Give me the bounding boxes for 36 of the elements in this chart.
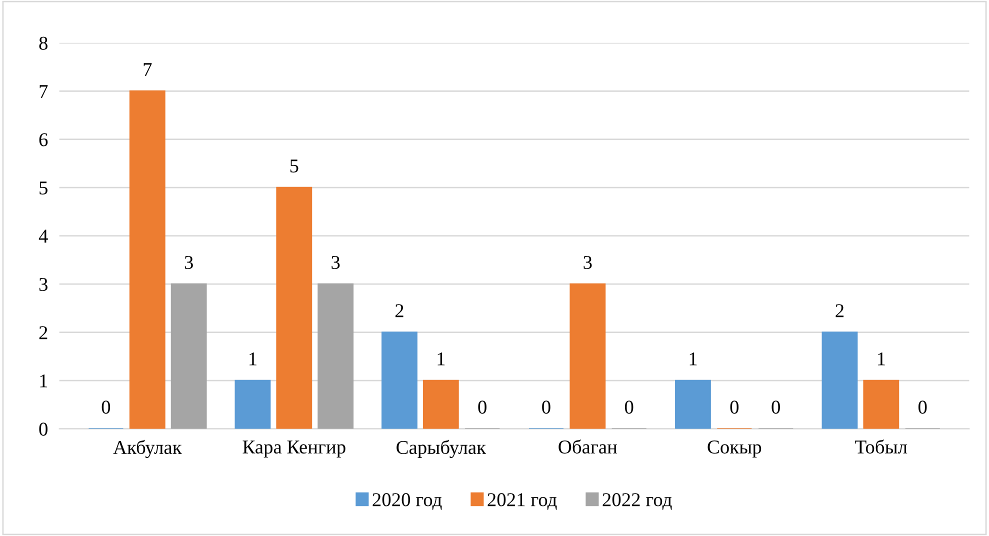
legend-label: 2022 год: [602, 493, 672, 510]
data-label: 0: [478, 400, 486, 414]
data-label: 0: [772, 400, 780, 414]
data-label: 2: [395, 304, 404, 318]
y-tick-label: 6: [39, 133, 48, 146]
y-tick-label: 1: [40, 374, 48, 388]
y-tick-label: 2: [39, 326, 48, 340]
x-tick-label: Обаган: [558, 439, 617, 454]
x-tick-label: Сарыбулак: [396, 440, 486, 458]
data-label: 0: [918, 400, 927, 414]
legend-label: 2020 год: [372, 493, 442, 510]
x-tick-label: Тобыл: [855, 439, 908, 454]
legend-label: 2021 год: [488, 493, 557, 510]
data-label: 3: [332, 256, 340, 270]
data-label: 3: [584, 256, 592, 270]
data-label: 0: [102, 400, 110, 414]
data-label: 7: [144, 63, 152, 76]
data-label: 1: [878, 352, 885, 366]
data-label: 3: [184, 256, 193, 270]
y-tick-label: 3: [39, 278, 48, 292]
data-label: 5: [290, 160, 298, 173]
data-label: 1: [690, 352, 697, 366]
x-tick-label: Сокыр: [708, 440, 762, 458]
data-label: 1: [438, 352, 445, 366]
data-label: 1: [250, 352, 256, 366]
data-label: 2: [836, 304, 844, 318]
y-tick-label: 4: [38, 230, 48, 243]
y-tick-label: 5: [40, 182, 48, 195]
data-label: 0: [730, 400, 739, 414]
x-tick-label: Кара Кенгир: [242, 440, 346, 458]
y-tick-label: 7: [40, 85, 48, 98]
data-label: 0: [624, 400, 634, 414]
y-tick-label: 8: [39, 36, 48, 50]
y-tick-label: 0: [39, 422, 48, 436]
x-tick-label: Акбулак: [113, 440, 182, 458]
data-label: 0: [542, 400, 550, 414]
